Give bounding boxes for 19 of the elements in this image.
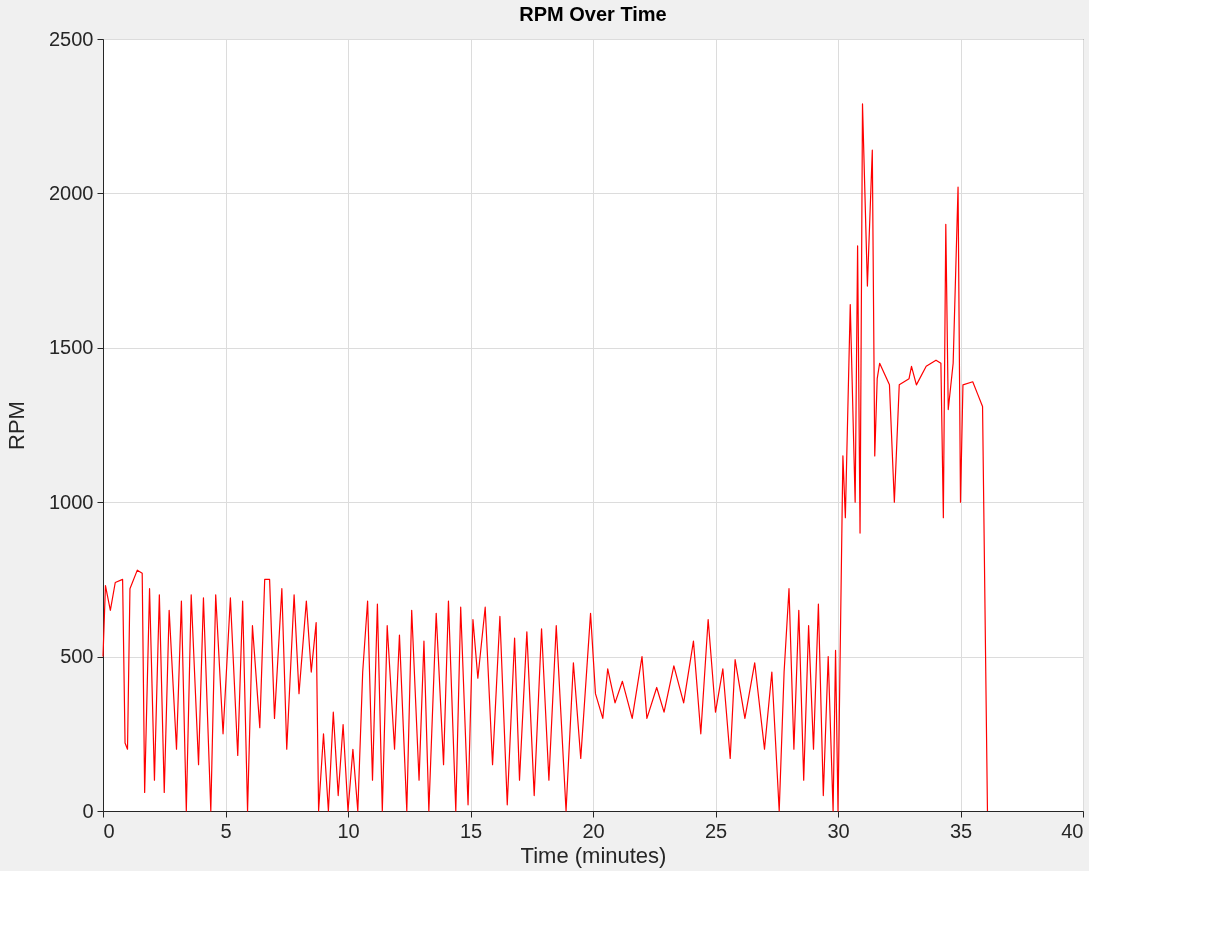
- y-axis-title: RPM: [4, 401, 30, 450]
- x-tick-label: 0: [103, 819, 115, 842]
- x-tick-label: 40: [1061, 819, 1084, 842]
- y-tick-label: 1500: [49, 336, 94, 359]
- y-tick-label: 2500: [49, 27, 94, 50]
- x-tick-label: 15: [459, 819, 483, 842]
- x-axis-title: Time (minutes): [520, 842, 667, 868]
- chart-title: RPM Over Time: [519, 3, 667, 25]
- y-tick-label: 2000: [49, 181, 94, 204]
- x-tick-label: 20: [582, 819, 605, 842]
- x-tick-label: 5: [220, 819, 232, 842]
- x-tick-label: 25: [704, 819, 728, 842]
- x-tick-label: 35: [949, 819, 973, 842]
- x-tick-label: 30: [827, 819, 850, 842]
- x-tick-label: 10: [337, 819, 360, 842]
- y-tick-label: 0: [82, 799, 94, 822]
- line-series: [102, 103, 989, 812]
- y-tick-label: 1000: [49, 490, 94, 513]
- y-tick-label: 500: [60, 645, 94, 668]
